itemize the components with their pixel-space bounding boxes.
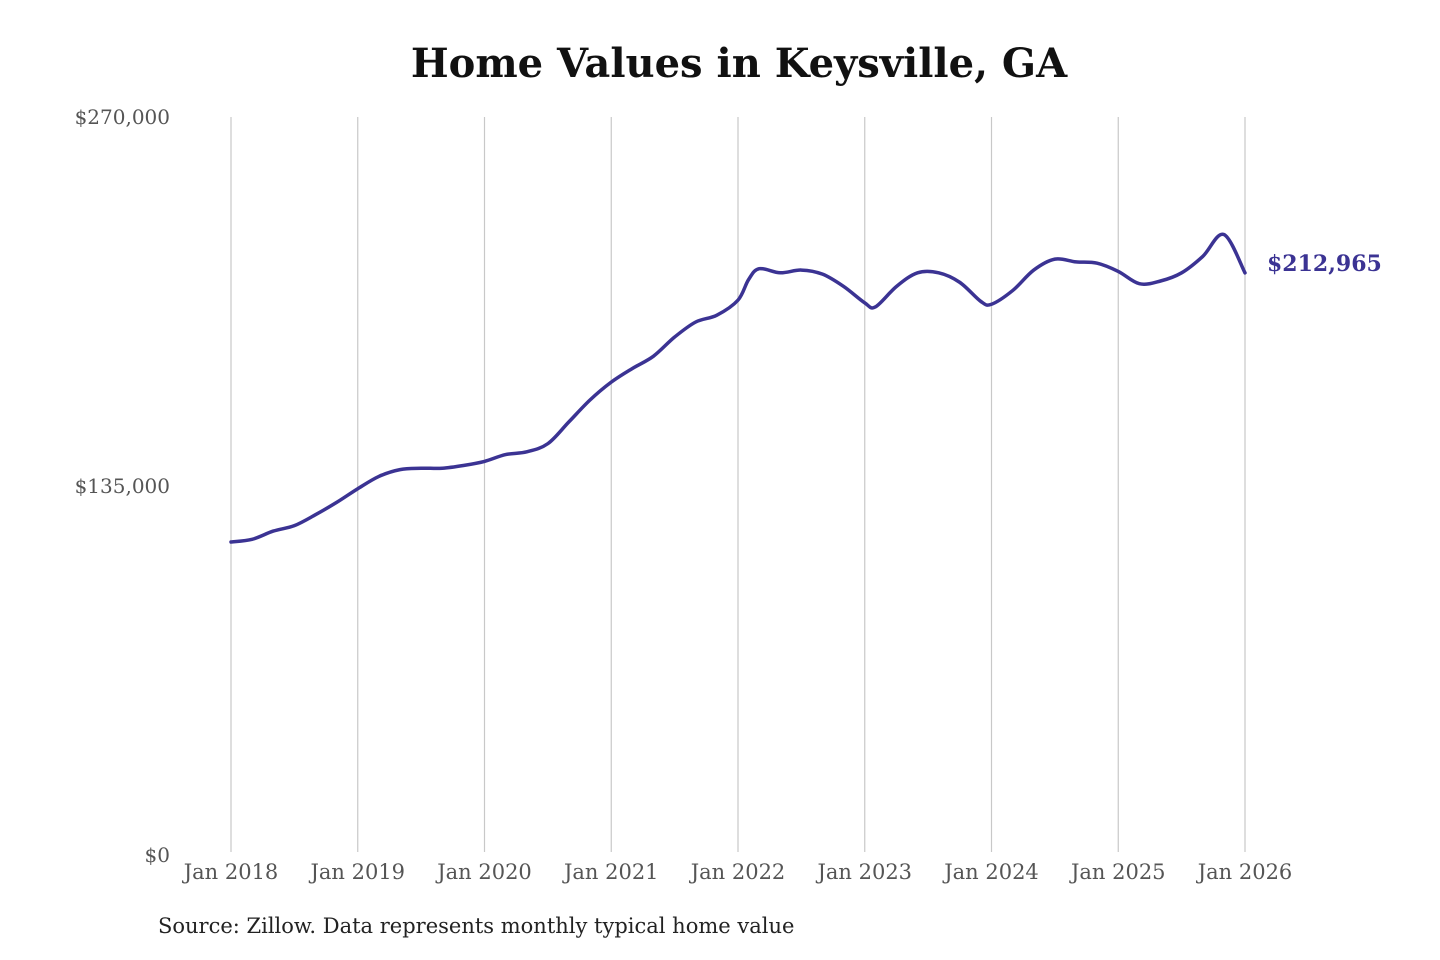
- chart-title: Home Values in Keysville, GA: [410, 40, 1068, 87]
- x-tick-label: Jan 2023: [815, 860, 912, 884]
- x-axis-ticks: Jan 2018 Jan 2019 Jan 2020 Jan 2021 Jan 2022…: [182, 860, 1293, 884]
- x-tick-label: Jan 2020: [435, 860, 532, 884]
- series-line: [229, 232, 1247, 544]
- end-value-label: $212,965: [1267, 251, 1382, 277]
- x-tick-label: Jan 2024: [942, 860, 1039, 884]
- x-tick-label: Jan 2025: [1069, 860, 1166, 884]
- series-layer: [229, 232, 1247, 544]
- y-axis-ticks: $0 $135,000 $270,000: [75, 105, 170, 867]
- x-tick-label: Jan 2026: [1196, 860, 1293, 884]
- y-tick-label: $270,000: [75, 105, 170, 129]
- y-tick-label: $135,000: [75, 474, 170, 498]
- grid-lines: [230, 117, 1246, 852]
- x-tick-label: Jan 2019: [308, 860, 405, 884]
- x-tick-label: Jan 2022: [689, 860, 786, 884]
- y-tick-label: $0: [145, 843, 170, 867]
- x-tick-label: Jan 2021: [562, 860, 659, 884]
- x-tick-label: Jan 2018: [182, 860, 279, 884]
- source-note: Source: Zillow. Data represents monthly …: [158, 914, 795, 938]
- end-label-layer: $212,965: [1267, 251, 1382, 277]
